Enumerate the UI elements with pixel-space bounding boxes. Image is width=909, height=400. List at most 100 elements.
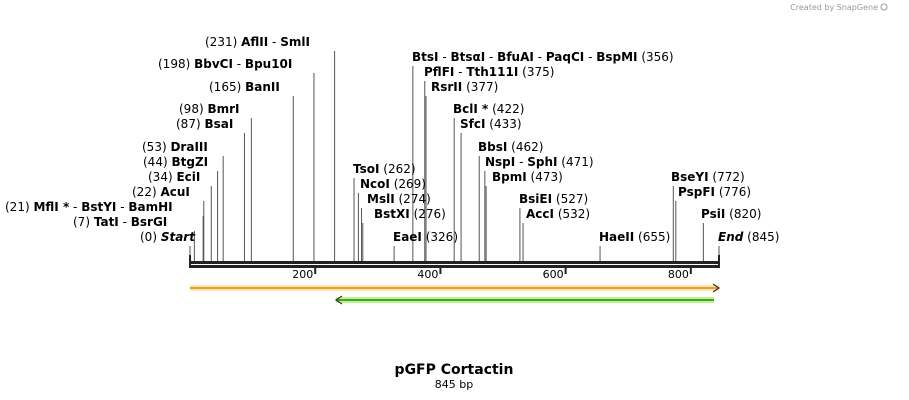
cut-site-label: RsrII (377)	[431, 80, 498, 94]
cut-site-position: (21)	[5, 200, 30, 214]
features	[190, 283, 721, 305]
cut-site-labels: (0) Start(7) TatI - BsrGI(21) MflI * - B…	[5, 35, 779, 244]
enzyme-name: BsaI	[204, 117, 233, 131]
cut-site-label: NspI - SphI (471)	[485, 155, 594, 169]
cut-site-position: (22)	[132, 185, 157, 199]
cut-site-position: (471)	[561, 155, 593, 169]
cut-site-position: (231)	[205, 35, 237, 49]
cut-site-label: End (845)	[718, 230, 779, 244]
enzyme-name: AflII	[241, 35, 268, 49]
enzyme-name: HaeII	[599, 230, 634, 244]
cut-site-label: PflFI - Tth111I (375)	[424, 65, 554, 79]
cut-site-position: (527)	[556, 192, 588, 206]
enzyme-name: BstXI	[374, 207, 410, 221]
cut-site-position: (274)	[399, 192, 431, 206]
cut-site-position: (326)	[426, 230, 458, 244]
enzyme-name: PspFI	[678, 185, 715, 199]
enzyme-name: BtsαI	[450, 50, 485, 64]
name-separator: -	[116, 200, 128, 214]
cut-site-label: (7) TatI - BsrGI	[73, 215, 167, 229]
cut-site-position: (422)	[492, 102, 524, 116]
arrow-right-icon	[712, 283, 721, 293]
cut-site-position: (269)	[394, 177, 426, 191]
cut-site-position: (34)	[148, 170, 173, 184]
enzyme-name: BmrI	[207, 102, 239, 116]
cut-site-label: (165) BanII	[209, 80, 280, 94]
cut-site-position: (44)	[143, 155, 168, 169]
name-separator: -	[268, 35, 280, 49]
cut-site-position: (7)	[73, 215, 90, 229]
cut-site-position: (98)	[179, 102, 204, 116]
enzyme-name: AcuI	[160, 185, 189, 199]
enzyme-name: BsrGI	[131, 215, 168, 229]
cut-site-position: (87)	[176, 117, 201, 131]
enzyme-name: NspI	[485, 155, 515, 169]
cut-site-position: (375)	[522, 65, 554, 79]
enzyme-name: BbsI	[478, 140, 507, 154]
name-separator: -	[454, 65, 466, 79]
cut-site-label: (231) AflII - SmlI	[205, 35, 310, 49]
enzyme-name: TatI	[94, 215, 119, 229]
name-separator: -	[584, 50, 596, 64]
cut-site-label: (44) BtgZI	[143, 155, 208, 169]
cut-site-position: (433)	[489, 117, 521, 131]
name-separator: -	[69, 200, 81, 214]
cut-site-label: HaeII (655)	[599, 230, 670, 244]
cut-site-label: PspFI (776)	[678, 185, 751, 199]
enzyme-name: EciI	[176, 170, 200, 184]
sequence-backbone	[190, 261, 719, 268]
ruler-tick-label: 200	[292, 268, 313, 281]
enzyme-name: TsoI	[353, 162, 379, 176]
plasmid-name: pGFP Cortactin	[395, 362, 514, 378]
cut-site-label: (53) DraIII	[142, 140, 208, 154]
cut-site-label: MslI (274)	[367, 192, 431, 206]
enzyme-name: BtsI	[412, 50, 439, 64]
enzyme-name: End	[718, 230, 744, 244]
enzyme-name: Start	[161, 230, 196, 244]
enzyme-name: SmlI	[280, 35, 310, 49]
name-separator: -	[233, 57, 245, 71]
enzyme-name: BanII	[245, 80, 280, 94]
snapgene-credit: Created by SnapGene	[790, 3, 878, 12]
cut-site-position: (165)	[209, 80, 241, 94]
enzyme-name: RsrII	[431, 80, 462, 94]
enzyme-name: DraIII	[170, 140, 207, 154]
enzyme-name: BpmI	[492, 170, 527, 184]
cut-site-position: (820)	[729, 207, 761, 221]
name-separator: -	[119, 215, 131, 229]
cut-site-label: BtsI - BtsαI - BfuAI - PaqCI - BspMI (35…	[412, 50, 674, 64]
ruler-tick-label: 400	[417, 268, 438, 281]
enzyme-name: Tth111I	[466, 65, 518, 79]
enzyme-name: BbvCI	[194, 57, 233, 71]
enzyme-name: PflFI	[424, 65, 454, 79]
cut-site-label: BpmI (473)	[492, 170, 563, 184]
cut-site-position: (377)	[466, 80, 498, 94]
cut-site-position: (845)	[747, 230, 779, 244]
cut-site-label: (0) Start	[140, 230, 196, 244]
cut-site-label: SfcI (433)	[460, 117, 522, 131]
cut-site-label: BseYI (772)	[671, 170, 745, 184]
cut-site-position: (776)	[719, 185, 751, 199]
name-separator: -	[439, 50, 451, 64]
cut-site-position: (356)	[641, 50, 673, 64]
enzyme-name: BamHI	[128, 200, 172, 214]
cut-site-position: (0)	[140, 230, 157, 244]
enzyme-name: BtgZI	[171, 155, 208, 169]
backbone-top-strand	[190, 261, 719, 264]
ruler-ticks: 200 400 600 800	[189, 255, 720, 281]
enzyme-name: SfcI	[460, 117, 485, 131]
snapgene-logo-icon	[880, 3, 888, 11]
enzyme-name: EaeI	[393, 230, 422, 244]
cut-site-label: BclI * (422)	[453, 102, 524, 116]
cut-site-label: BsiEI (527)	[519, 192, 588, 206]
cut-site-position: (198)	[158, 57, 190, 71]
name-separator: -	[485, 50, 497, 64]
name-separator: -	[534, 50, 546, 64]
cut-site-label: (87) BsaI	[176, 117, 233, 131]
enzyme-name: BspMI	[596, 50, 637, 64]
cut-site-position: (772)	[712, 170, 744, 184]
cut-site-label: EaeI (326)	[393, 230, 458, 244]
enzyme-name: BstYI	[81, 200, 116, 214]
cut-site-label: BbsI (462)	[478, 140, 543, 154]
